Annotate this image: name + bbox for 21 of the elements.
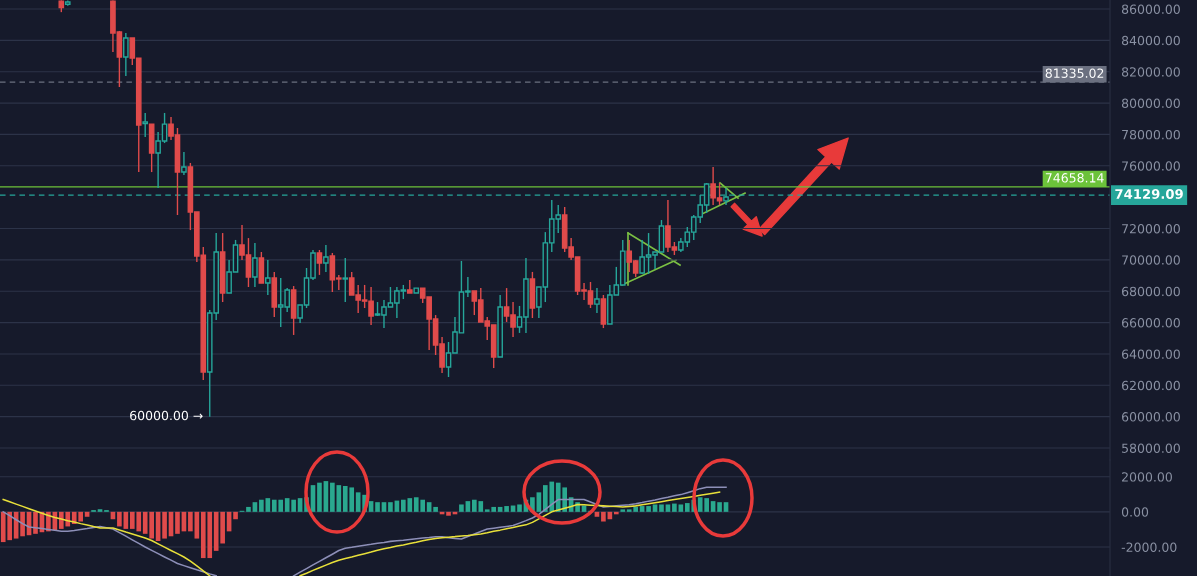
- y-tick-label: 60000.00: [1121, 412, 1180, 422]
- y-tick-label: 64000.00: [1121, 349, 1180, 359]
- annotation: 60000.00 →: [130, 410, 203, 421]
- y-tick-label: 76000.00: [1122, 161, 1180, 171]
- ref-line-label: 74129.09: [1115, 188, 1183, 199]
- y-tick-label: 72000.00: [1122, 223, 1180, 234]
- y-tick-label: 62000.00: [1121, 380, 1180, 391]
- y-tick-label: 58000.00: [1122, 443, 1180, 453]
- y-tick-label: 86000.00: [1121, 4, 1180, 14]
- y-tick-label: 80000.00: [1121, 98, 1180, 108]
- ref-line-label: 74658.14: [1045, 173, 1104, 183]
- y-tick-label: 68000.00: [1121, 286, 1180, 297]
- y-tick-label: 70000.00: [1122, 255, 1180, 265]
- y-tick-label: 0.00: [1121, 507, 1149, 517]
- y-tick-label: 66000.00: [1121, 318, 1180, 328]
- y-tick-label: -2000.00: [1121, 542, 1177, 552]
- ref-line-label: 81335.02: [1045, 68, 1104, 78]
- y-tick-label: 78000.00: [1122, 129, 1180, 140]
- y-tick-label: 84000.00: [1121, 35, 1180, 46]
- y-tick-label: 2000.00: [1122, 472, 1172, 482]
- y-tick-label: 82000.00: [1121, 67, 1180, 77]
